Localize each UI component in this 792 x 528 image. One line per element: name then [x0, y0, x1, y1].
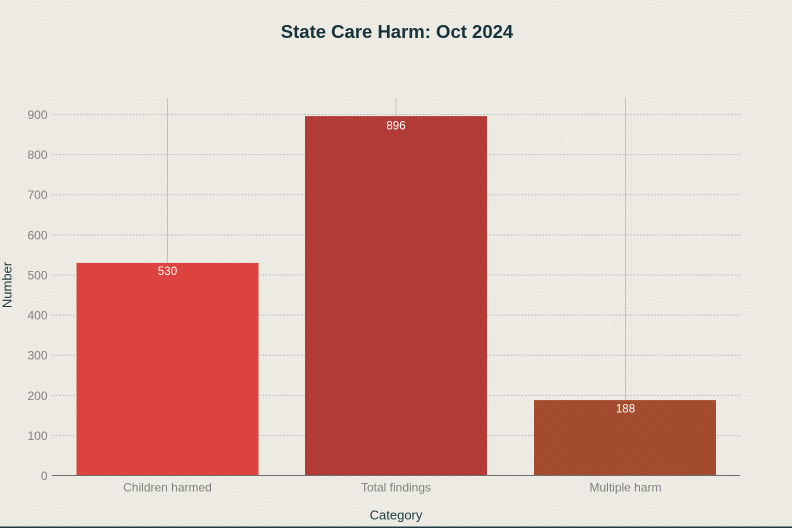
svg-text:200: 200	[27, 389, 47, 403]
svg-text:0: 0	[41, 469, 48, 483]
svg-text:530: 530	[158, 266, 177, 278]
svg-text:Category: Category	[370, 508, 423, 523]
svg-text:100: 100	[27, 429, 47, 443]
svg-text:400: 400	[27, 309, 47, 323]
svg-text:500: 500	[27, 268, 47, 282]
svg-text:Children harmed: Children harmed	[123, 480, 212, 494]
svg-text:300: 300	[27, 349, 47, 363]
svg-text:800: 800	[27, 148, 47, 162]
svg-text:600: 600	[27, 228, 47, 242]
svg-text:188: 188	[616, 403, 635, 415]
svg-text:896: 896	[386, 120, 405, 132]
svg-text:700: 700	[27, 188, 47, 202]
svg-text:Total findings: Total findings	[361, 480, 431, 494]
svg-text:900: 900	[27, 108, 47, 122]
svg-text:State Care Harm: Oct 2024: State Care Harm: Oct 2024	[281, 21, 514, 42]
svg-text:Multiple harm: Multiple harm	[589, 480, 661, 494]
svg-text:Number: Number	[0, 261, 15, 308]
